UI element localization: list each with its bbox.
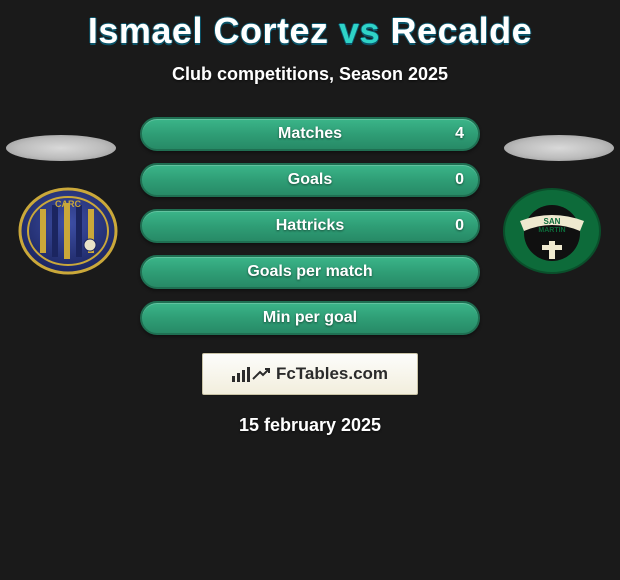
platform-left xyxy=(6,135,116,161)
brand-text: FcTables.com xyxy=(276,364,388,384)
stat-label: Matches xyxy=(278,125,342,143)
platform-right xyxy=(504,135,614,161)
team-badge-left: CARC xyxy=(18,187,118,275)
stat-pill-list: Matches 4 Goals 0 Hattricks 0 Goals per … xyxy=(140,115,480,335)
stat-pill: Goals 0 xyxy=(140,163,480,197)
stat-value-right: 4 xyxy=(455,125,464,143)
stat-label: Min per goal xyxy=(263,309,357,327)
title-vs: vs xyxy=(339,10,380,51)
title-player-right: Recalde xyxy=(391,10,533,51)
stat-value-right: 0 xyxy=(455,217,464,235)
stat-pill: Min per goal xyxy=(140,301,480,335)
title-player-left: Ismael Cortez xyxy=(88,10,329,51)
footer-date: 15 february 2025 xyxy=(0,415,620,436)
page-title: Ismael Cortez vs Recalde xyxy=(0,0,620,52)
brand-arrow-icon xyxy=(252,367,270,381)
stat-pill: Goals per match xyxy=(140,255,480,289)
comparison-stage: CARC SAN MARTIN Matches 4 Goals 0 xyxy=(0,115,620,436)
svg-text:MARTIN: MARTIN xyxy=(538,227,565,234)
brand-bars-icon xyxy=(232,367,250,382)
stat-pill: Hattricks 0 xyxy=(140,209,480,243)
brand-watermark: FcTables.com xyxy=(202,353,418,395)
stat-label: Goals xyxy=(288,171,332,189)
stat-pill: Matches 4 xyxy=(140,117,480,151)
svg-text:SAN: SAN xyxy=(544,217,561,226)
stat-value-right: 0 xyxy=(455,171,464,189)
svg-text:CARC: CARC xyxy=(55,199,81,209)
stat-label: Goals per match xyxy=(247,263,372,281)
subtitle: Club competitions, Season 2025 xyxy=(0,64,620,85)
stat-label: Hattricks xyxy=(276,217,344,235)
team-badge-right: SAN MARTIN xyxy=(502,187,602,275)
